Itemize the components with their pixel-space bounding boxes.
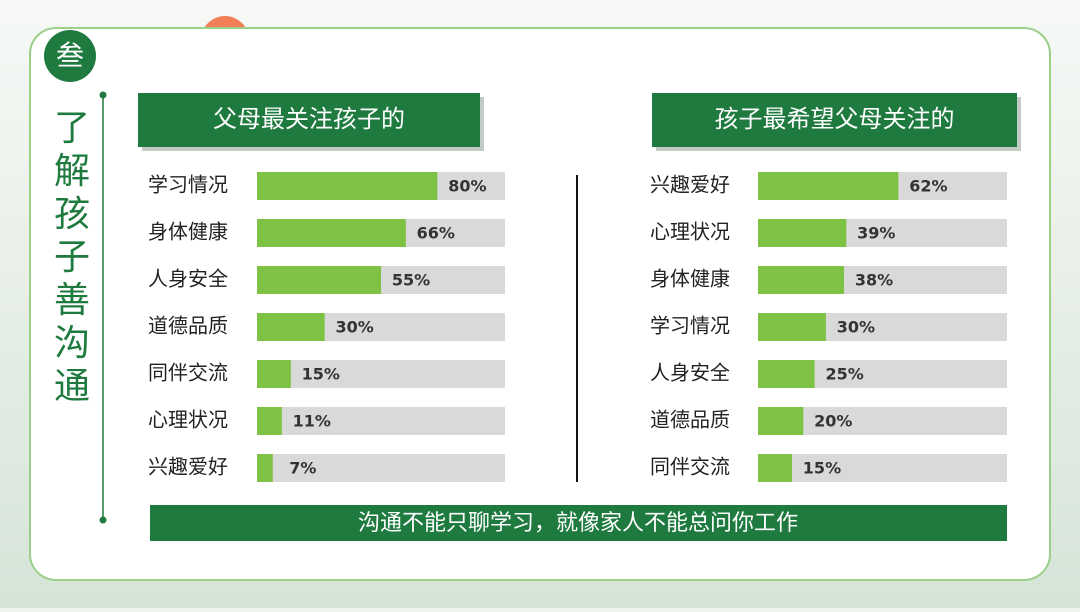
- bar: [257, 172, 438, 200]
- category-label: 身体健康: [650, 267, 730, 291]
- value-label: 7%: [289, 459, 316, 478]
- value-label: 38%: [855, 271, 893, 290]
- value-label: 62%: [909, 177, 947, 196]
- category-label: 人身安全: [650, 361, 730, 385]
- category-label: 心理状况: [148, 408, 228, 432]
- bar: [758, 360, 815, 388]
- footer-bar: [150, 505, 1007, 541]
- bar: [758, 219, 847, 247]
- bar: [257, 360, 291, 388]
- category-label: 兴趣爱好: [650, 173, 730, 197]
- bar-track: [758, 454, 1007, 482]
- bar: [257, 266, 381, 294]
- category-label: 人身安全: [148, 267, 228, 291]
- value-label: 15%: [803, 459, 841, 478]
- value-label: 39%: [857, 224, 895, 243]
- title-box: [138, 93, 480, 147]
- card: [29, 27, 1051, 581]
- category-label: 道德品质: [650, 408, 730, 432]
- bar-track: [257, 407, 505, 435]
- value-label: 15%: [302, 365, 340, 384]
- category-label: 学习情况: [650, 314, 730, 338]
- value-label: 20%: [814, 412, 852, 431]
- category-label: 同伴交流: [650, 455, 730, 479]
- rule-dot: [99, 91, 107, 99]
- footer-text: 沟通不能只聊学习，就像家人不能总问你工作: [358, 511, 798, 536]
- bar-track: [257, 360, 505, 388]
- category-label: 兴趣爱好: [148, 455, 228, 479]
- bar: [257, 454, 273, 482]
- category-label: 学习情况: [148, 173, 228, 197]
- title-box: [652, 93, 1017, 147]
- chart-title: 孩子最希望父母关注的: [715, 105, 955, 133]
- badge: [44, 30, 96, 82]
- value-label: 66%: [417, 224, 455, 243]
- category-label: 心理状况: [650, 220, 730, 244]
- value-label: 55%: [392, 271, 430, 290]
- bar: [758, 266, 845, 294]
- bar: [758, 172, 899, 200]
- value-label: 80%: [448, 177, 486, 196]
- value-label: 30%: [837, 318, 875, 337]
- bar-track: [257, 454, 505, 482]
- value-label: 25%: [825, 365, 863, 384]
- rule-dot: [99, 516, 107, 524]
- bar: [257, 313, 325, 341]
- category-label: 道德品质: [148, 314, 228, 338]
- bar: [257, 407, 282, 435]
- chart-title: 父母最关注孩子的: [213, 105, 405, 133]
- side-title: 了解孩子善沟通: [54, 108, 90, 407]
- bar: [257, 219, 406, 247]
- value-label: 30%: [335, 318, 373, 337]
- badge-text: 叁: [56, 39, 84, 72]
- value-label: 11%: [293, 412, 331, 431]
- category-label: 身体健康: [148, 220, 228, 244]
- bar: [758, 407, 804, 435]
- category-label: 同伴交流: [148, 361, 228, 385]
- bar: [758, 313, 826, 341]
- bar: [758, 454, 792, 482]
